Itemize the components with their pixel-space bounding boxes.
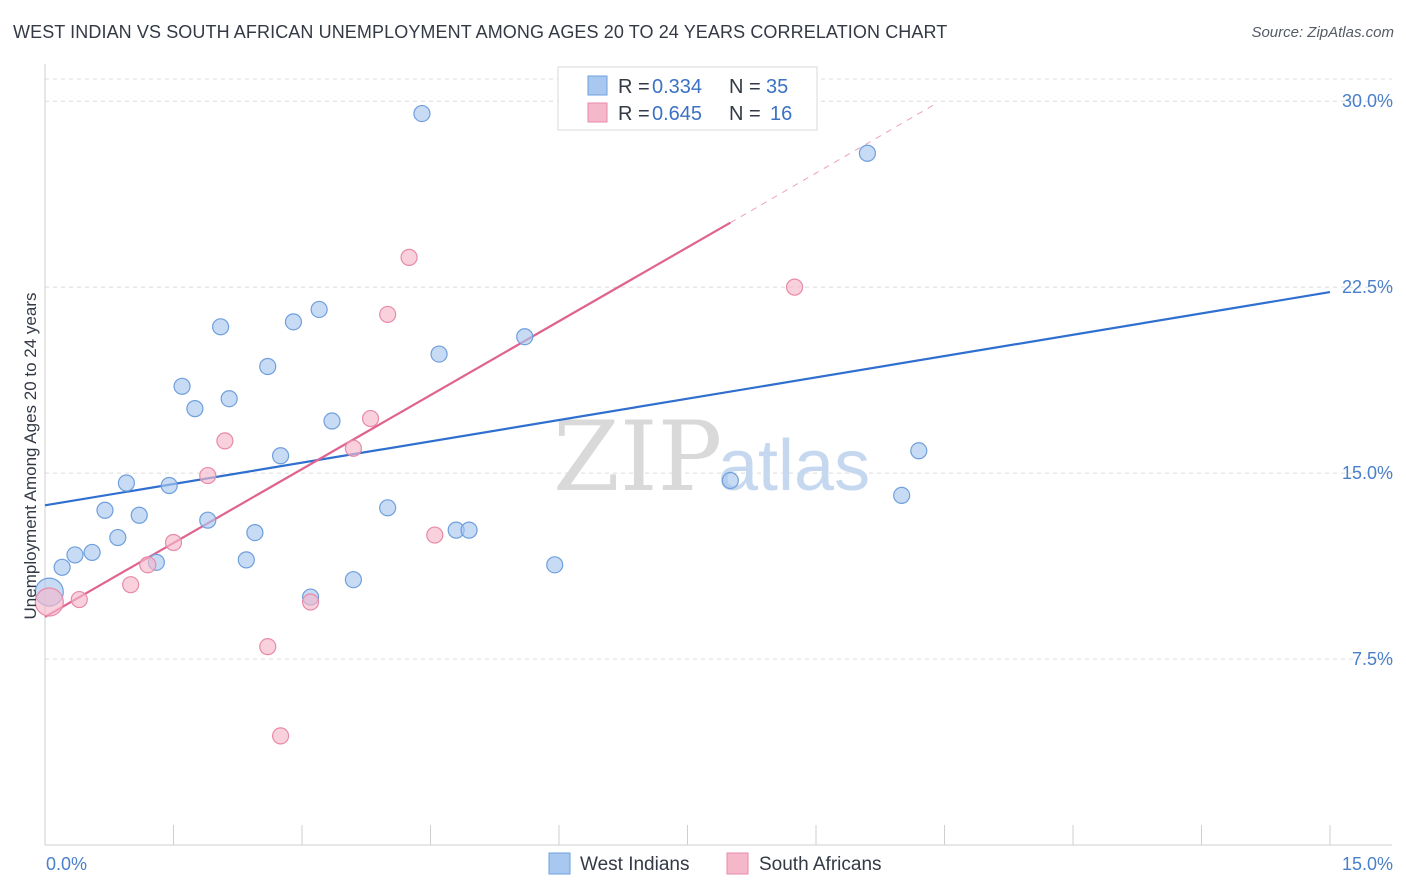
data-point-south-africans	[344, 439, 362, 457]
data-point-west-indians	[310, 300, 328, 319]
data-point-west-indians	[173, 377, 191, 395]
data-point-west-indians	[220, 390, 238, 408]
legend-swatch-south-africans	[587, 102, 608, 123]
data-point-west-indians	[66, 546, 84, 564]
data-point-south-africans	[271, 727, 290, 745]
data-point-west-indians	[379, 499, 397, 517]
data-point-south-africans	[379, 305, 397, 324]
data-point-west-indians	[246, 523, 264, 542]
data-point-south-africans	[164, 533, 183, 552]
trend-line-extension	[730, 103, 937, 224]
y-tick-label: 15.0%	[1342, 463, 1393, 483]
legend-n-value: 35	[766, 76, 788, 98]
data-point-west-indians	[460, 521, 478, 539]
series-legend: West Indians South Africans	[548, 852, 882, 875]
y-tick-label: 7.5%	[1352, 649, 1393, 669]
data-point-west-indians	[323, 412, 341, 430]
legend-r-value: 0.645	[652, 103, 702, 125]
data-point-west-indians	[83, 543, 101, 562]
data-point-west-indians	[160, 476, 178, 495]
legend-n-label: N =	[729, 76, 761, 98]
data-point-west-indians	[53, 558, 71, 576]
data-point-south-africans	[139, 556, 157, 574]
legend-series-south-africans: South Africans	[759, 854, 882, 875]
legend-series-west-indians: West Indians	[580, 854, 689, 875]
data-point-west-indians	[893, 486, 911, 505]
y-tick-label: 30.0%	[1342, 91, 1393, 111]
x-tick-labels: 0.0% 15.0%	[46, 854, 1393, 874]
legend-r-value: 0.334	[652, 76, 702, 98]
data-point-west-indians	[344, 571, 362, 589]
y-tick-labels: 7.5% 15.0% 22.5% 30.0%	[1342, 91, 1393, 669]
data-point-west-indians	[117, 474, 135, 492]
watermark-zip: ZIP	[553, 401, 722, 513]
x-tick-label: 0.0%	[46, 854, 87, 874]
data-points	[34, 104, 928, 745]
watermark-atlas: atlas	[718, 426, 870, 506]
data-point-west-indians	[130, 506, 148, 524]
data-point-west-indians	[546, 556, 564, 574]
data-point-south-africans	[400, 248, 418, 266]
legend-swatch-west-indians	[587, 75, 608, 96]
trend-line-west-indians	[44, 291, 1331, 507]
trend-line-south-africans	[44, 221, 731, 618]
legend-n-label: N =	[729, 103, 761, 125]
y-axis-label: Unemployment Among Ages 20 to 24 years	[21, 293, 40, 620]
data-point-west-indians	[271, 447, 290, 465]
data-point-west-indians	[109, 528, 127, 547]
data-point-west-indians	[259, 357, 277, 376]
data-point-south-africans	[259, 638, 277, 656]
data-point-west-indians	[721, 471, 739, 490]
data-point-west-indians	[413, 104, 431, 123]
gridlines	[45, 78, 1392, 660]
legend-swatch-west-indians	[548, 852, 571, 875]
data-point-west-indians	[284, 313, 303, 331]
data-point-west-indians	[186, 400, 204, 418]
data-point-south-africans	[34, 587, 64, 617]
data-point-south-africans	[301, 593, 320, 611]
y-tick-label: 22.5%	[1342, 277, 1393, 297]
stats-legend: R = 0.334 N = 35 R = 0.645 N = 16	[557, 66, 818, 131]
data-point-west-indians	[96, 501, 114, 519]
data-point-west-indians	[910, 442, 928, 460]
data-point-south-africans	[426, 526, 444, 544]
data-point-south-africans	[70, 590, 88, 609]
data-point-south-africans	[216, 432, 234, 450]
data-point-west-indians	[858, 144, 877, 162]
data-point-west-indians	[199, 511, 217, 529]
legend-r-label: R =	[618, 103, 650, 125]
data-point-west-indians	[430, 345, 448, 363]
x-tick-label: 15.0%	[1342, 854, 1393, 874]
legend-swatch-south-africans	[726, 852, 749, 875]
data-point-south-africans	[361, 409, 380, 428]
legend-n-value: 16	[770, 103, 792, 125]
legend-r-label: R =	[618, 76, 650, 98]
data-point-south-africans	[199, 466, 217, 485]
data-point-west-indians	[516, 328, 534, 346]
axes	[44, 64, 1392, 846]
data-point-west-indians	[212, 318, 230, 336]
data-point-south-africans	[122, 576, 140, 594]
data-point-west-indians	[237, 551, 255, 569]
trend-lines	[44, 103, 1331, 618]
source-label: Source: ZipAtlas.com	[1251, 24, 1394, 41]
data-point-south-africans	[785, 278, 804, 296]
chart-title: WEST INDIAN VS SOUTH AFRICAN UNEMPLOYMEN…	[13, 22, 948, 42]
